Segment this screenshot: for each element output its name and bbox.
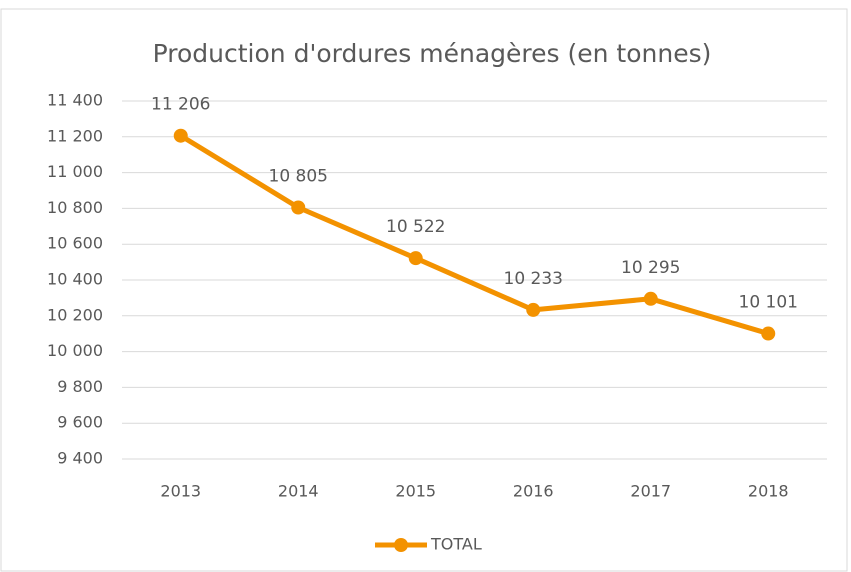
- legend-marker: [394, 538, 408, 552]
- data-label: 10 233: [504, 269, 563, 289]
- chart-frame: [0, 8, 848, 572]
- data-label: 10 295: [621, 258, 680, 278]
- chart-title: Production d'ordures ménagères (en tonne…: [153, 39, 712, 68]
- marker: [761, 326, 776, 341]
- data-label: 11 206: [151, 95, 210, 115]
- y-tick-label: 10 000: [47, 341, 103, 360]
- marker: [643, 291, 658, 306]
- x-tick-label: 2016: [513, 482, 554, 501]
- x-tick-label: 2013: [160, 482, 201, 501]
- y-tick-label: 11 400: [47, 91, 103, 110]
- y-tick-label: 9 800: [57, 377, 103, 396]
- data-label: 10 522: [386, 217, 445, 237]
- data-label: 10 101: [739, 293, 798, 313]
- x-tick-label: 2015: [395, 482, 436, 501]
- line: [179, 133, 769, 336]
- legend-label: TOTAL: [430, 535, 482, 554]
- x-tick-label: 2018: [748, 482, 789, 501]
- marker: [291, 200, 306, 215]
- y-tick-label: 10 400: [47, 270, 103, 289]
- y-tick-label: 11 000: [47, 162, 103, 181]
- data-label: 10 805: [269, 167, 328, 187]
- x-tick-label: 2017: [630, 482, 671, 501]
- marker: [408, 251, 423, 266]
- marker: [173, 128, 188, 143]
- marker: [526, 302, 541, 317]
- y-tick-label: 10 600: [47, 234, 103, 253]
- y-tick-label: 11 200: [47, 126, 103, 145]
- y-tick-label: 9 600: [57, 413, 103, 432]
- y-tick-label: 10 200: [47, 305, 103, 324]
- y-tick-label: 9 400: [57, 449, 103, 468]
- x-tick-label: 2014: [278, 482, 319, 501]
- y-tick-label: 10 800: [47, 198, 103, 217]
